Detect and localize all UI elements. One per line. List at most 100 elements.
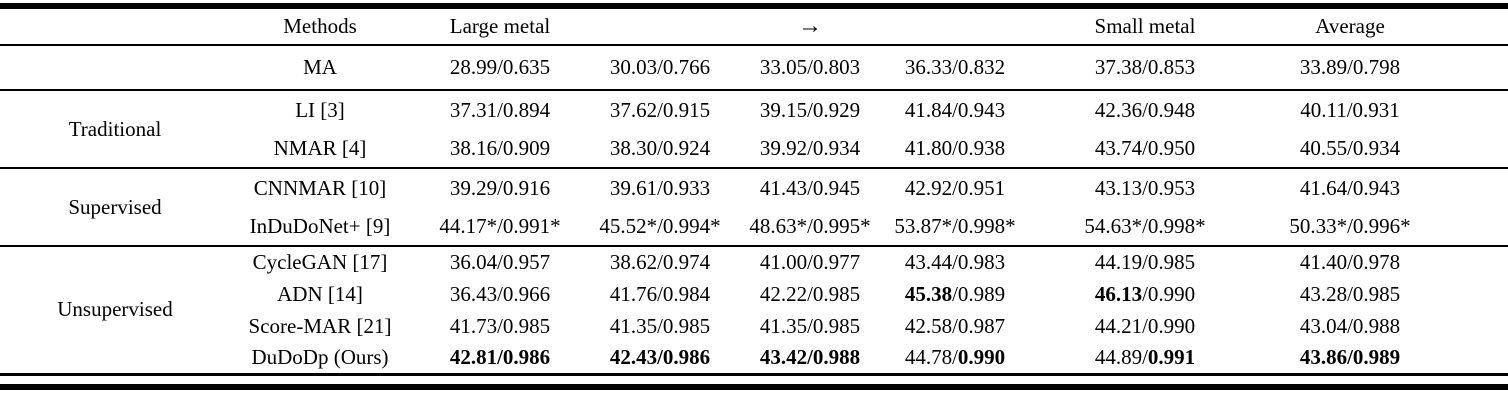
table-row-dudodp-ours: DuDoDp (Ours) 42.81/0.986 42.43/0.986 43.42… <box>0 342 1508 374</box>
value-cell-indudonet-9-2: 45.52*/0.994* <box>599 213 721 238</box>
spacer-cell <box>1430 129 1508 168</box>
value-segment-bold: 45.38 <box>904 281 953 306</box>
value-cell-score-mar-21-4: 42.58/0.987 <box>904 313 1006 338</box>
value-segment: 44.78/ <box>904 344 958 369</box>
column-header-blank-5 <box>890 6 1020 45</box>
value-segment-bold: 43.86/0.989 <box>1299 344 1401 369</box>
value-cell-dudodp-ours-5: 44.89/0.991 <box>1020 342 1270 374</box>
value-cell-score-mar-21-2: 41.35/0.985 <box>609 313 711 338</box>
value-segment: /0.990 <box>1142 281 1196 306</box>
value-cell-dudodp-ours-6: 43.86/0.989 <box>1270 342 1430 374</box>
value-cell-indudonet-9-5: 54.63*/0.998* <box>1084 213 1206 238</box>
value-segment-bold: 43.42/0.988 <box>759 344 861 369</box>
value-cell-nmar-4-1: 38.16/0.909 <box>449 135 551 160</box>
table-header: Methods Large metal → Small metal Average <box>0 6 1508 45</box>
value-cell-adn-14-6: 43.28/0.985 <box>1299 281 1401 306</box>
value-cell-indudonet-9-6: 50.33*/0.996* <box>1289 213 1411 238</box>
value-cell-nmar-4-4: 41.80/0.938 <box>904 135 1006 160</box>
value-cell-ma-3: 33.05/0.803 <box>759 55 861 79</box>
value-cell-cnnmar-10-3: 41.43/0.945 <box>759 175 861 200</box>
group-label-supervised: Supervised <box>68 194 162 219</box>
value-segment: /0.989 <box>952 281 1006 306</box>
column-header-blank-0 <box>0 6 230 45</box>
value-cell-cyclegan-17-5: 44.19/0.985 <box>1094 250 1196 274</box>
spacer-cell <box>1430 278 1508 310</box>
table-row-cyclegan-17: Unsupervised CycleGAN [17] 36.04/0.957 38.6… <box>0 246 1508 321</box>
value-cell-cnnmar-10-6: 41.64/0.943 <box>1299 175 1401 200</box>
method-cell-score-mar-21: Score-MAR [21] <box>248 313 392 338</box>
spacer-cell <box>1430 168 1508 207</box>
row-group-ma: MA 28.99/0.635 30.03/0.766 33.05/0.803 36.33… <box>0 45 1508 90</box>
method-cell-li-3: LI [3] <box>295 97 345 122</box>
table-row-indudonet-9: InDuDoNet+ [9] 44.17*/0.991* 45.52*/0.994*… <box>0 207 1508 246</box>
value-cell-ma-2: 30.03/0.766 <box>609 55 711 79</box>
column-header-blank-3 <box>590 6 730 45</box>
value-cell-li-3-5: 42.36/0.948 <box>1094 97 1196 122</box>
value-cell-adn-14-5: 46.13/0.990 <box>1020 278 1270 310</box>
row-group-supervised: Supervised CNNMAR [10] 39.29/0.916 39.61/0.… <box>0 168 1508 246</box>
value-segment-bold: 0.991 <box>1147 344 1196 369</box>
table-row-li-3: Traditional LI [3] 37.31/0.894 37.62/0.915 3… <box>0 90 1508 141</box>
spacer-cell <box>1430 310 1508 342</box>
table-row-nmar-4: NMAR [4] 38.16/0.909 38.30/0.924 39.92/0.93… <box>0 129 1508 168</box>
spacer-cell <box>1430 342 1508 374</box>
value-cell-cyclegan-17-1: 36.04/0.957 <box>449 250 551 274</box>
value-segment: 44.89/ <box>1094 344 1148 369</box>
method-cell-cyclegan-17: CycleGAN [17] <box>252 250 388 274</box>
value-cell-cyclegan-17-6: 41.40/0.978 <box>1299 250 1401 274</box>
column-header-large-metal: Large metal <box>449 14 551 38</box>
value-cell-nmar-4-2: 38.30/0.924 <box>609 135 711 160</box>
value-cell-indudonet-9-3: 48.63*/0.995* <box>749 213 871 238</box>
table-row-cnnmar-10: Supervised CNNMAR [10] 39.29/0.916 39.61/0.… <box>0 168 1508 219</box>
header-row: Methods Large metal → Small metal Average <box>0 6 1508 45</box>
value-cell-ma-1: 28.99/0.635 <box>449 55 551 79</box>
group-label-blank <box>0 45 230 90</box>
value-cell-cnnmar-10-1: 39.29/0.916 <box>449 175 551 200</box>
value-cell-dudodp-ours-2: 42.43/0.986 <box>590 342 730 374</box>
method-cell-dudodp-ours: DuDoDp (Ours) <box>251 344 389 369</box>
value-cell-dudodp-ours-1: 42.81/0.986 <box>410 342 590 374</box>
column-header-methods: Methods <box>283 14 357 38</box>
value-cell-score-mar-21-1: 41.73/0.985 <box>449 313 551 338</box>
value-segment-bold: 0.990 <box>957 344 1006 369</box>
value-cell-adn-14-1: 36.43/0.966 <box>449 281 551 306</box>
value-cell-cnnmar-10-2: 39.61/0.933 <box>609 175 711 200</box>
column-header-average: Average <box>1315 14 1385 38</box>
value-cell-nmar-4-3: 39.92/0.934 <box>759 135 861 160</box>
value-cell-ma-6: 33.89/0.798 <box>1299 55 1401 79</box>
value-segment-bold: 42.81/0.986 <box>449 344 551 369</box>
column-header-small-metal: Small metal <box>1094 14 1196 38</box>
group-label-unsupervised: Unsupervised <box>57 297 173 322</box>
row-group-traditional: Traditional LI [3] 37.31/0.894 37.62/0.915 3… <box>0 90 1508 168</box>
column-header-spacer <box>1430 6 1508 45</box>
value-cell-score-mar-21-3: 41.35/0.985 <box>759 313 861 338</box>
spacer-cell <box>1430 207 1508 246</box>
value-cell-nmar-4-5: 43.74/0.950 <box>1094 135 1196 160</box>
value-segment-bold: 42.43/0.986 <box>609 344 711 369</box>
value-cell-li-3-6: 40.11/0.931 <box>1300 97 1400 122</box>
value-cell-adn-14-2: 41.76/0.984 <box>609 281 711 306</box>
value-cell-ma-5: 37.38/0.853 <box>1094 55 1196 79</box>
method-cell-indudonet-9: InDuDoNet+ [9] <box>249 213 391 238</box>
method-cell-ma: MA <box>303 55 337 79</box>
value-cell-nmar-4-6: 40.55/0.934 <box>1299 135 1401 160</box>
value-cell-adn-14-4: 45.38/0.989 <box>890 278 1020 310</box>
value-cell-li-3-4: 41.84/0.943 <box>904 97 1006 122</box>
value-cell-cyclegan-17-2: 38.62/0.974 <box>609 250 711 274</box>
row-group-unsupervised: Unsupervised CycleGAN [17] 36.04/0.957 38.6… <box>0 246 1508 374</box>
value-cell-li-3-2: 37.62/0.915 <box>609 97 711 122</box>
group-label-traditional: Traditional <box>68 116 162 141</box>
spacer-cell <box>1430 45 1508 90</box>
value-cell-score-mar-21-6: 43.04/0.988 <box>1299 313 1401 338</box>
method-cell-adn-14: ADN [14] <box>277 281 363 306</box>
value-cell-indudonet-9-4: 53.87*/0.998* <box>894 213 1016 238</box>
table-row-score-mar-21: Score-MAR [21] 41.73/0.985 41.35/0.985 41.3… <box>0 310 1508 342</box>
value-cell-cyclegan-17-3: 41.00/0.977 <box>759 250 861 274</box>
spacer-cell <box>1430 246 1508 278</box>
value-cell-li-3-1: 37.31/0.894 <box>449 97 551 122</box>
value-cell-dudodp-ours-3: 43.42/0.988 <box>730 342 890 374</box>
method-cell-cnnmar-10: CNNMAR [10] <box>253 175 387 200</box>
value-cell-dudodp-ours-4: 44.78/0.990 <box>890 342 1020 374</box>
value-cell-adn-14-3: 42.22/0.985 <box>759 281 861 306</box>
